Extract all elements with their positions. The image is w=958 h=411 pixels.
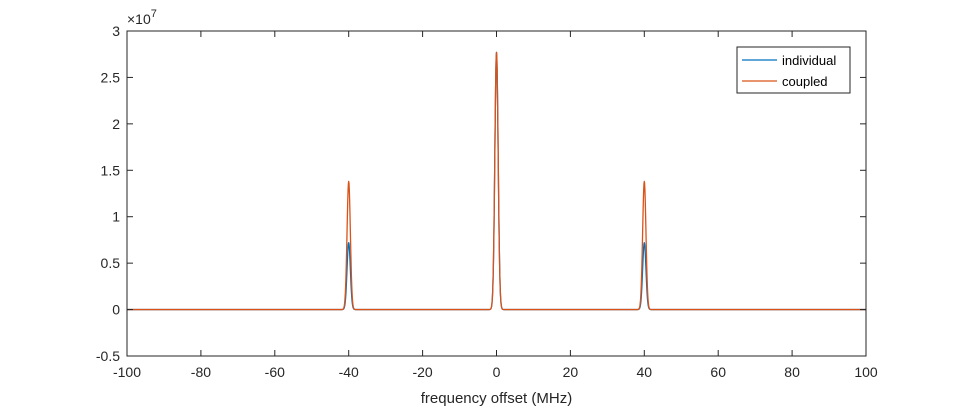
x-tick-label: 100 [854, 364, 878, 380]
x-tick-label: 20 [563, 364, 579, 380]
legend-box [736, 46, 851, 94]
y-exponent-base: ×10 [127, 11, 151, 27]
x-tick-label: -80 [191, 364, 211, 380]
y-tick-label: 0 [112, 302, 120, 318]
y-exponent-power: 7 [151, 8, 157, 20]
x-tick-label: -60 [265, 364, 285, 380]
series-layer [126, 51, 867, 311]
y-tick-label: -0.5 [96, 348, 120, 364]
x-tick-label: -20 [412, 364, 432, 380]
y-tick-label: 3 [112, 23, 120, 39]
y-tick-label: 1 [112, 209, 120, 225]
y-tick-label: 2 [112, 116, 120, 132]
series-line-coupled [126, 51, 867, 311]
legend-label-individual: individual [782, 53, 836, 68]
x-tick-label: -100 [113, 364, 141, 380]
axes-layer: -100 -80 -60 -40 -20 0 20 40 60 80 100 -0.5 0 0.5 1 1.5… [96, 23, 878, 380]
y-tick-label: 0.5 [101, 255, 121, 271]
y-tick-label: 2.5 [101, 69, 121, 85]
legend: individual coupled [736, 46, 851, 94]
legend-label-coupled: coupled [782, 74, 828, 89]
x-tick-label: -40 [339, 364, 359, 380]
x-tick-label: 80 [784, 364, 800, 380]
x-tick-label: 40 [637, 364, 653, 380]
y-tick-label: 1.5 [101, 162, 121, 178]
x-tick-label: 0 [493, 364, 501, 380]
x-axis-title: frequency offset (MHz) [421, 390, 572, 407]
y-exponent-label: ×107 [127, 8, 157, 27]
x-tick-label: 60 [710, 364, 726, 380]
